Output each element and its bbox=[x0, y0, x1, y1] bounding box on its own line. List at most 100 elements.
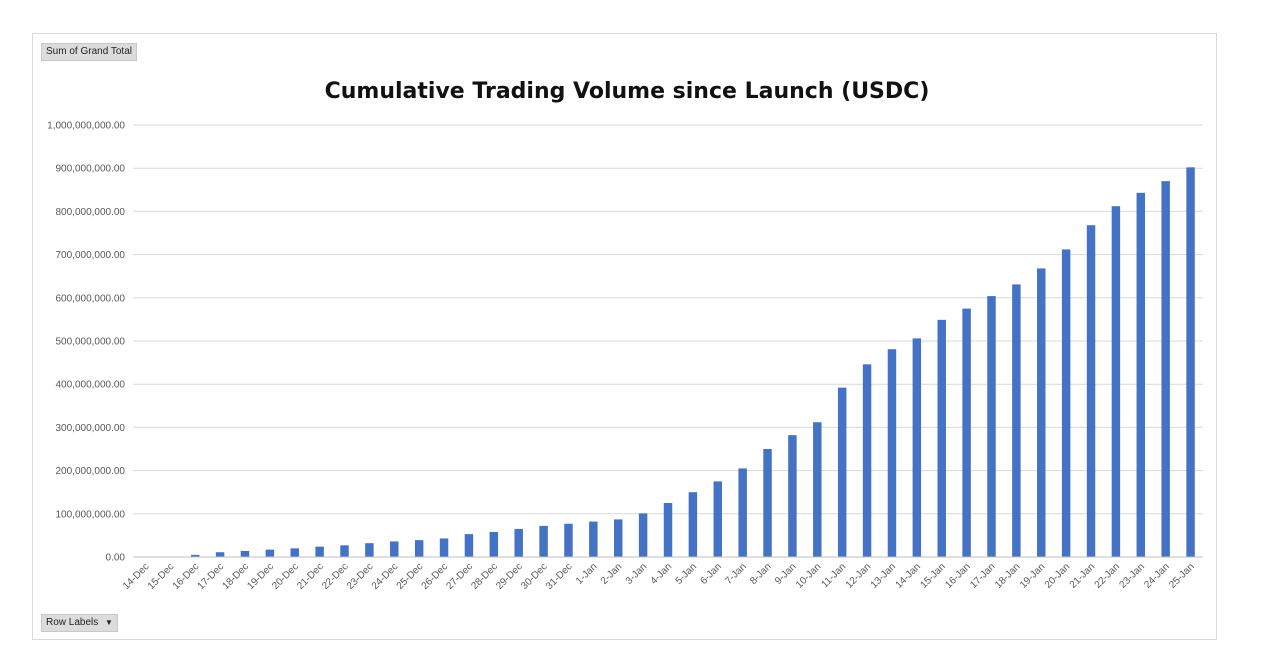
x-tick-label: 4-Jan bbox=[649, 561, 674, 586]
bar-6-jan bbox=[713, 481, 722, 557]
x-tick-label: 22-Jan bbox=[1093, 561, 1122, 590]
bar-21-dec bbox=[315, 546, 324, 557]
bar-18-dec bbox=[240, 550, 250, 557]
y-tick-label: 800,000,000.00 bbox=[55, 207, 125, 218]
bar-16-jan bbox=[962, 308, 971, 557]
x-tick-label: 18-Dec bbox=[221, 561, 252, 592]
y-axis-tick-labels: 0.00 100,000,000.00 200,000,000.00 300,000,… bbox=[47, 121, 125, 564]
y-tick-label: 100,000,000.00 bbox=[55, 509, 125, 520]
x-tick-label: 19-Dec bbox=[245, 561, 276, 592]
bar-22-dec bbox=[340, 545, 349, 557]
chart-frame: Cumulative Trading Volume since Launch (… bbox=[32, 33, 1217, 640]
y-tick-label: 600,000,000.00 bbox=[55, 293, 125, 304]
y-tick-label: 1,000,000,000.00 bbox=[47, 121, 125, 132]
bar-2-jan bbox=[614, 519, 623, 557]
x-tick-label: 19-Jan bbox=[1018, 561, 1047, 590]
bar-30-dec bbox=[539, 525, 548, 557]
x-tick-label: 23-Jan bbox=[1118, 561, 1147, 590]
y-tick-label: 300,000,000.00 bbox=[55, 423, 125, 434]
x-tick-label: 12-Jan bbox=[844, 561, 873, 590]
x-tick-label: 15-Jan bbox=[918, 561, 947, 590]
bar-12-jan bbox=[862, 364, 872, 557]
y-tick-label: 0.00 bbox=[106, 553, 126, 564]
x-tick-label: 27-Dec bbox=[444, 561, 475, 592]
value-field-button[interactable]: Sum of Grand Total bbox=[41, 43, 137, 61]
x-tick-label: 11-Jan bbox=[819, 561, 848, 590]
bar-23-dec bbox=[365, 543, 374, 557]
x-tick-label: 1-Jan bbox=[574, 561, 599, 586]
bar-13-jan bbox=[887, 349, 897, 557]
bar-10-jan bbox=[813, 422, 822, 557]
bar-22-jan bbox=[1111, 206, 1121, 557]
y-tick-label: 200,000,000.00 bbox=[55, 466, 125, 477]
bar-4-jan bbox=[663, 503, 673, 557]
bar-9-jan bbox=[788, 435, 797, 557]
row-labels-label: Row Labels bbox=[46, 617, 99, 628]
x-tick-label: 24-Jan bbox=[1142, 561, 1171, 590]
chevron-down-icon[interactable]: ▼ bbox=[105, 618, 113, 627]
bar-24-dec bbox=[390, 541, 399, 557]
x-tick-label: 25-Jan bbox=[1167, 561, 1196, 590]
bar-25-dec bbox=[414, 540, 424, 557]
chart-svg: Cumulative Trading Volume since Launch (… bbox=[47, 79, 1203, 592]
x-tick-label: 15-Dec bbox=[146, 561, 177, 592]
gridlines bbox=[133, 124, 1203, 515]
x-tick-label: 23-Dec bbox=[345, 561, 376, 592]
bar-8-jan bbox=[763, 449, 772, 557]
x-tick-label: 18-Jan bbox=[993, 561, 1022, 590]
bar-11-jan bbox=[837, 387, 847, 557]
bar-27-dec bbox=[464, 534, 474, 557]
x-tick-label: 10-Jan bbox=[794, 561, 823, 590]
x-tick-label: 25-Dec bbox=[395, 561, 426, 592]
bar-7-jan bbox=[738, 468, 747, 557]
bar-20-dec bbox=[290, 548, 299, 557]
x-tick-label: 22-Dec bbox=[320, 561, 351, 592]
x-tick-label: 26-Dec bbox=[420, 561, 451, 592]
x-tick-label: 21-Jan bbox=[1068, 561, 1097, 590]
x-tick-label: 28-Dec bbox=[469, 561, 500, 592]
x-tick-label: 3-Jan bbox=[624, 561, 649, 586]
bar-18-jan bbox=[1012, 284, 1021, 557]
x-tick-label: 13-Jan bbox=[869, 561, 898, 590]
bars bbox=[166, 167, 1195, 557]
x-tick-label: 21-Dec bbox=[295, 561, 326, 592]
x-axis-tick-labels: 14-Dec15-Dec16-Dec17-Dec18-Dec19-Dec20-D… bbox=[121, 561, 1197, 592]
x-tick-label: 29-Dec bbox=[494, 561, 525, 592]
bar-28-dec bbox=[489, 531, 499, 557]
bar-19-jan bbox=[1037, 268, 1046, 557]
x-tick-label: 30-Dec bbox=[519, 561, 550, 592]
bar-25-jan bbox=[1186, 167, 1195, 557]
x-tick-label: 16-Jan bbox=[943, 561, 972, 590]
x-tick-label: 20-Jan bbox=[1043, 561, 1072, 590]
bar-15-jan bbox=[937, 319, 946, 557]
x-tick-label: 17-Dec bbox=[196, 561, 227, 592]
x-tick-label: 5-Jan bbox=[674, 561, 699, 586]
row-labels-filter-button[interactable]: Row Labels ▼ bbox=[41, 614, 118, 632]
value-field-label: Sum of Grand Total bbox=[46, 46, 132, 57]
y-tick-label: 500,000,000.00 bbox=[55, 337, 125, 348]
bar-24-jan bbox=[1161, 181, 1170, 557]
bar-26-dec bbox=[439, 538, 449, 557]
bar-23-jan bbox=[1136, 192, 1146, 557]
bar-5-jan bbox=[688, 492, 698, 557]
chart-title: Cumulative Trading Volume since Launch (… bbox=[325, 79, 930, 104]
bar-17-dec bbox=[215, 552, 225, 557]
x-tick-label: 14-Dec bbox=[121, 561, 152, 592]
x-tick-label: 8-Jan bbox=[748, 561, 773, 586]
x-tick-label: 7-Jan bbox=[723, 561, 748, 586]
x-tick-label: 2-Jan bbox=[599, 561, 624, 586]
bar-3-jan bbox=[638, 513, 648, 557]
bar-14-jan bbox=[912, 338, 922, 557]
bar-31-dec bbox=[564, 523, 573, 557]
y-tick-label: 400,000,000.00 bbox=[55, 380, 125, 391]
x-tick-label: 16-Dec bbox=[171, 561, 202, 592]
bar-16-dec bbox=[190, 554, 200, 557]
bar-1-jan bbox=[589, 521, 598, 557]
bar-17-jan bbox=[987, 296, 996, 557]
bar-21-jan bbox=[1086, 225, 1096, 557]
x-tick-label: 31-Dec bbox=[544, 561, 575, 592]
x-tick-label: 17-Jan bbox=[968, 561, 997, 590]
bar-29-dec bbox=[514, 528, 523, 557]
x-tick-label: 20-Dec bbox=[270, 561, 301, 592]
y-tick-label: 700,000,000.00 bbox=[55, 250, 125, 261]
